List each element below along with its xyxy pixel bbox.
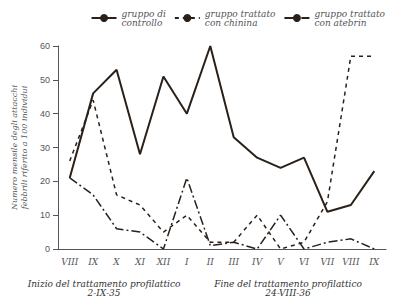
- svg-text:Inizio del trattamento profila: Inizio del trattamento profilattico: [27, 278, 181, 289]
- svg-text:50: 50: [40, 75, 50, 85]
- svg-text:20: 20: [40, 176, 50, 186]
- svg-text:60: 60: [40, 41, 50, 51]
- svg-text:VII: VII: [321, 257, 335, 267]
- svg-text:Numero mensile degli attacchi: Numero mensile degli attacchi: [10, 85, 19, 211]
- svg-text:VI: VI: [299, 257, 309, 267]
- svg-text:XII: XII: [156, 257, 171, 267]
- svg-text:VIII: VIII: [342, 257, 360, 267]
- svg-text:febbrili riferito a 100 indivi: febbrili riferito a 100 individui: [20, 85, 29, 210]
- svg-text:controllo: controllo: [122, 18, 163, 28]
- svg-text:10: 10: [40, 210, 50, 220]
- svg-text:2-IX-35: 2-IX-35: [87, 288, 121, 298]
- svg-text:0: 0: [45, 244, 50, 254]
- svg-text:IX: IX: [87, 257, 99, 267]
- svg-text:IX: IX: [368, 257, 380, 267]
- svg-text:24-VIII-36: 24-VIII-36: [264, 288, 311, 298]
- svg-text:II: II: [206, 257, 215, 267]
- svg-text:gruppo trattato: gruppo trattato: [204, 8, 276, 19]
- svg-text:gruppo trattato: gruppo trattato: [314, 8, 385, 19]
- svg-text:gruppo di: gruppo di: [121, 8, 166, 19]
- svg-text:V: V: [277, 257, 285, 267]
- svg-text:I: I: [184, 257, 189, 267]
- svg-text:40: 40: [40, 109, 50, 119]
- svg-text:30: 30: [40, 143, 50, 153]
- svg-text:X: X: [112, 257, 120, 267]
- svg-text:con atebrin: con atebrin: [314, 18, 366, 28]
- svg-text:IV: IV: [251, 257, 264, 267]
- svg-text:VIII: VIII: [61, 257, 79, 267]
- svg-text:III: III: [227, 257, 239, 267]
- svg-text:Fine del trattamento profilatt: Fine del trattamento profilattico: [214, 278, 362, 289]
- svg-text:con chinina: con chinina: [205, 18, 258, 28]
- svg-text:XI: XI: [134, 257, 145, 267]
